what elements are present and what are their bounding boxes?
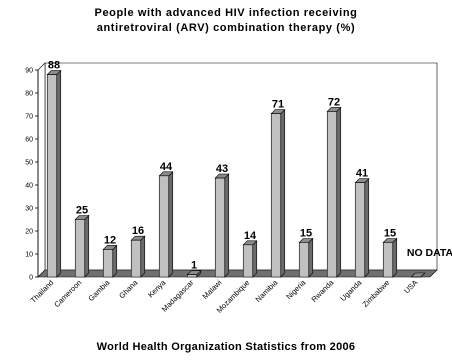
bar-front-face [130,239,142,278]
bar [130,235,146,278]
chart-footer: World Health Organization Statistics fro… [96,341,356,353]
y-tick-label: 20 [25,229,33,236]
bar [46,69,62,278]
bar [298,237,314,278]
y-tick-label: 40 [25,183,33,190]
data-label: 44 [160,161,173,173]
bar [214,173,230,278]
bar-front-face [186,274,198,278]
bar-front-face [354,182,366,278]
bar-front-face [326,111,338,278]
bar-side-face [224,173,230,278]
x-category-label: USA [402,278,419,295]
y-tick-label: 60 [25,137,33,144]
x-category-label: Cameroon [52,278,83,309]
bar-front-face [74,219,86,278]
x-category-label: Uganda [338,277,364,303]
bar-side-face [56,69,62,278]
x-category-label: Nigeria [284,277,308,301]
bar [326,106,342,278]
x-category-label: Thailand [29,278,56,305]
x-category-label: Rwanda [310,277,336,303]
x-category-label: Kenya [146,277,168,299]
y-tick-label: 80 [25,91,33,98]
bar-front-face [214,177,226,278]
bar-side-face [252,240,258,278]
x-category-label: Malawi [201,278,224,301]
bar-front-face [158,175,170,278]
y-tick-label: 90 [25,68,33,75]
chart-side-wall [37,62,46,278]
y-tick-label: 10 [25,252,33,259]
data-label: 25 [76,205,88,217]
bar [102,244,118,278]
bar [270,108,286,278]
x-category-label: Zimbabwe [361,278,392,309]
data-label: 15 [384,228,396,240]
bar [354,177,370,278]
bar-side-face [364,177,370,278]
bar-side-face [280,108,286,278]
y-tick-label: 50 [25,160,33,167]
bar-front-face [298,242,310,278]
x-category-label: Gambia [86,277,112,303]
bar-side-face [112,244,118,278]
bar [158,171,174,278]
data-label: 16 [132,225,144,237]
data-label: NO DATA [407,247,452,259]
bar [186,269,202,278]
data-label: 12 [104,234,116,246]
bar-front-face [270,113,282,278]
data-label: 43 [216,163,228,175]
bar-front-face [102,249,114,278]
x-category-label: Ghana [117,277,140,300]
bar [410,272,426,278]
bar-side-face [168,171,174,278]
bar-front-face [242,244,254,278]
bar-side-face [84,214,90,278]
bar [74,214,90,278]
chart-title-line-2: antiretroviral (ARV) combination therapy… [96,22,356,34]
data-label: 41 [356,168,368,180]
chart-floor [37,269,438,278]
data-label: 15 [300,228,312,240]
chart-title-line-1: People with advanced HIV infection recei… [94,7,358,19]
bar-front-face [46,74,58,278]
bar [382,237,398,278]
y-tick-label: 30 [25,206,33,213]
data-label: 1 [191,260,197,272]
bar-side-face [336,106,342,278]
data-label: 14 [244,230,257,242]
bar-side-face [140,235,146,278]
data-label: 88 [48,60,60,72]
data-label: 71 [272,99,284,111]
x-category-label: Namibia [254,277,280,303]
data-label: 72 [328,96,340,108]
bar-side-face [392,237,398,278]
y-tick-label: 70 [25,114,33,121]
bar-side-face [308,237,314,278]
bar-front-face [382,242,394,278]
bar [242,240,258,278]
y-tick-label: 0 [29,275,33,282]
